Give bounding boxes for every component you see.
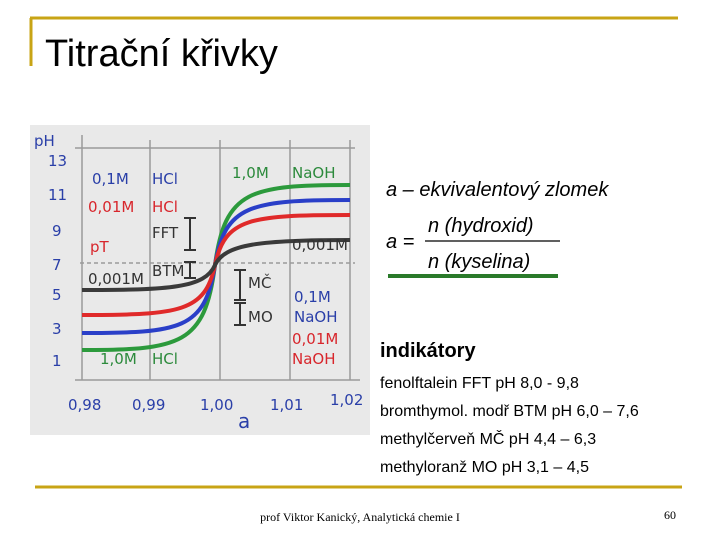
annotation: 0,001M — [88, 270, 144, 288]
y-label: 13 — [48, 152, 67, 170]
x-label: 1,02 — [330, 391, 363, 409]
x-label: 0,98 — [68, 396, 101, 414]
page-number: 60 — [664, 508, 676, 522]
x-label: 0,99 — [132, 396, 165, 414]
annotation: 1,0M — [100, 350, 137, 368]
indicators-heading: indikátory — [380, 340, 476, 362]
slide-title: Titrační křivky — [45, 33, 278, 75]
y-label: 1 — [52, 352, 62, 370]
annotation: 1,0M — [232, 164, 269, 182]
annotation: HCl — [152, 198, 178, 216]
x-label: 1,00 — [200, 396, 233, 414]
indicator-item: bromthymol. modř BTM pH 6,0 – 7,6 — [380, 403, 639, 420]
y-label: 7 — [52, 256, 62, 274]
annotation: MO — [248, 308, 273, 326]
y-label: 9 — [52, 222, 62, 240]
titration-figure: pH 13 11 9 7 5 3 1 0,98 0,99 1,00 1,01 1… — [30, 125, 370, 435]
annotation: 0,01M — [292, 330, 338, 348]
footer: prof Viktor Kanický, Analytická chemie I — [260, 510, 460, 524]
x-axis-label: a — [238, 409, 250, 433]
annotation: NaOH — [292, 350, 336, 368]
indicator-item: methyloranž MO pH 3,1 – 4,5 — [380, 459, 589, 476]
indicator-item: fenolftalein FFT pH 8,0 - 9,8 — [380, 375, 579, 392]
formula-numerator: n (hydroxid) — [428, 215, 534, 237]
formula-definition: a – ekvivalentový zlomek — [386, 179, 609, 201]
x-label: 1,01 — [270, 396, 303, 414]
indicator-item: methylčerveň MČ pH 4,4 – 6,3 — [380, 429, 596, 448]
curve-0001m — [81, 238, 351, 292]
annotation: FFT — [152, 224, 179, 242]
annotation: MČ — [248, 273, 271, 292]
y-label: 5 — [52, 286, 62, 304]
annotation: 0,1M — [294, 288, 331, 306]
formula-lhs: a = — [386, 231, 414, 253]
annotation: 0,01M — [88, 198, 134, 216]
y-label: 3 — [52, 320, 62, 338]
formula-denominator: n (kyselina) — [428, 251, 530, 273]
annotation: HCl — [152, 350, 178, 368]
annotation: 0,001M — [292, 236, 348, 254]
annotation: NaOH — [294, 308, 338, 326]
annotation: NaOH — [292, 164, 336, 182]
y-axis-label: pH — [34, 132, 55, 150]
annotation: BTM — [152, 262, 184, 280]
annotation: pT — [90, 238, 110, 256]
annotation: 0,1M — [92, 170, 129, 188]
annotation: HCl — [152, 170, 178, 188]
y-label: 11 — [48, 186, 67, 204]
